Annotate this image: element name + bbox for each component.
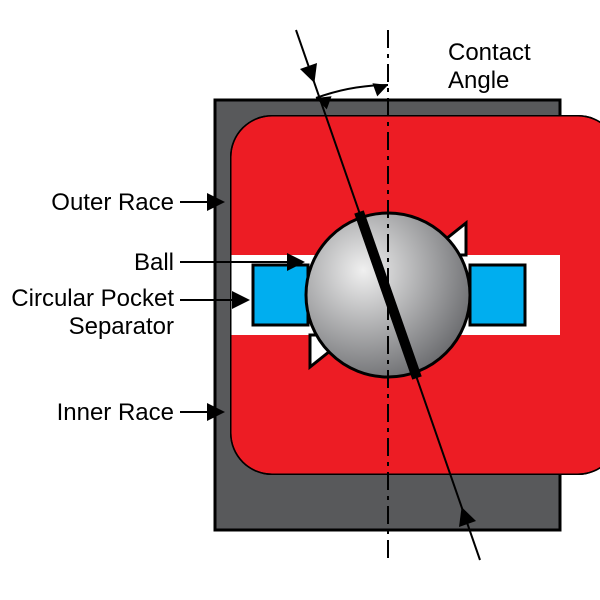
label-inner-race: Inner Race	[57, 399, 174, 426]
contact-arrow-top	[300, 63, 317, 83]
label-contact-angle-2: Angle	[448, 67, 509, 94]
label-separator-2: Separator	[69, 313, 174, 340]
angle-arrow-right	[372, 83, 388, 96]
separator-left	[253, 265, 308, 325]
separator-right	[470, 265, 525, 325]
label-separator-1: Circular Pocket	[11, 285, 174, 312]
label-outer-race: Outer Race	[51, 189, 174, 216]
label-contact-angle-1: Contact	[448, 39, 531, 66]
label-ball: Ball	[134, 249, 174, 276]
